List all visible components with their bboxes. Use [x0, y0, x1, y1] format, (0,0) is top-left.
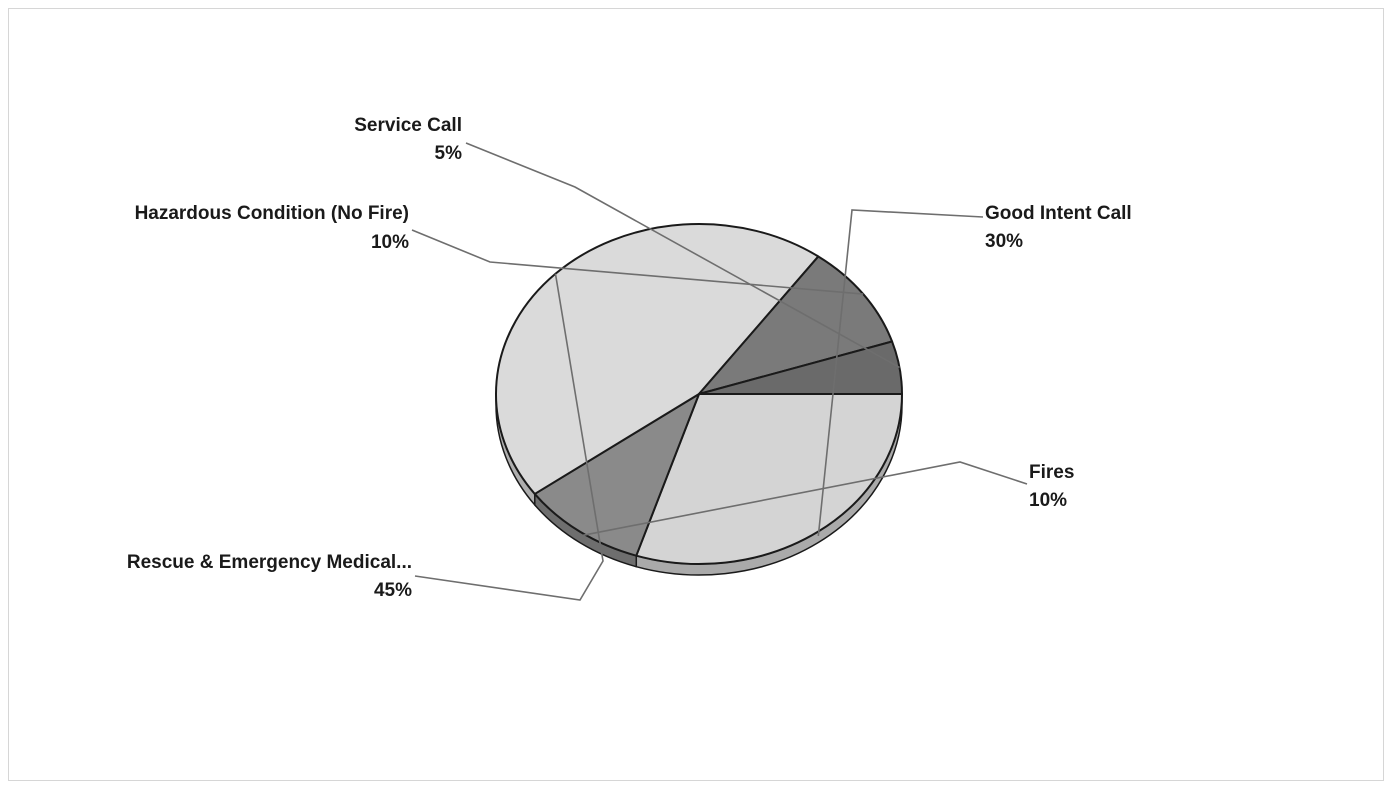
slice-label-3: Hazardous Condition (No Fire) [135, 203, 409, 224]
slice-percent-2: 45% [374, 580, 412, 601]
slice-percent-1: 10% [1029, 490, 1067, 511]
pie-slices [495, 223, 903, 565]
pie-slice-1 [533, 393, 700, 557]
leader-line-4 [465, 142, 900, 369]
leader-line-3 [411, 229, 864, 295]
slice-label-1: Fires [1029, 462, 1074, 483]
slice-label-0: Good Intent Call [985, 203, 1132, 224]
leader-lines [411, 142, 1028, 601]
slice-labels: Good Intent Call 30% Fires 10% Rescue & Emer… [127, 115, 1132, 601]
slice-percent-4: 5% [435, 143, 463, 164]
leader-line-1 [579, 461, 1028, 537]
leader-line-0 [817, 209, 984, 537]
leader-line-2 [414, 273, 604, 601]
slice-percent-0: 30% [985, 231, 1023, 252]
slice-percent-3: 10% [371, 232, 409, 253]
slice-label-4: Service Call [354, 115, 462, 136]
slice-label-2: Rescue & Emergency Medical... [127, 552, 412, 573]
